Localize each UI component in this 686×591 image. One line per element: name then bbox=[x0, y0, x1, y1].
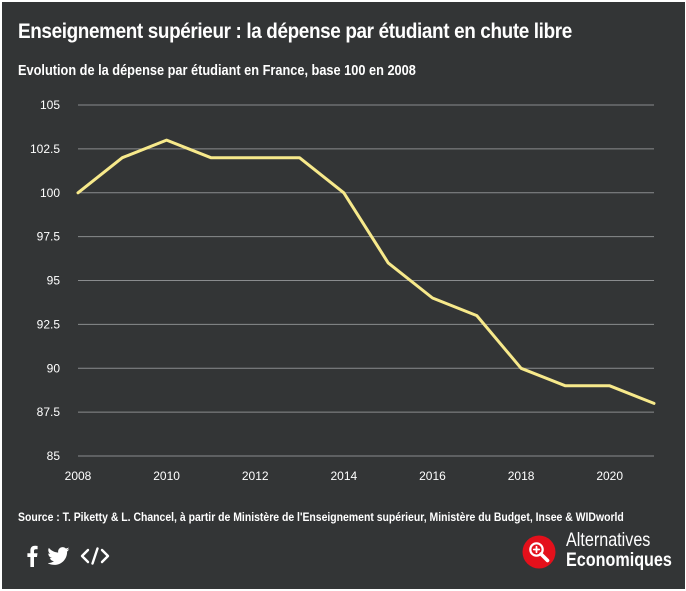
x-tick-label: 2014 bbox=[330, 469, 357, 483]
x-tick-label: 2016 bbox=[419, 469, 446, 483]
x-axis-tick-labels: 2008 2010 2012 2014 2016 2018 2020 bbox=[65, 469, 624, 483]
magnifier-logo-icon bbox=[522, 535, 556, 569]
y-tick-label: 102.5 bbox=[30, 142, 60, 156]
x-tick-label: 2008 bbox=[65, 469, 92, 483]
y-tick-label: 90 bbox=[47, 361, 61, 375]
brand-name-line2: Economiques bbox=[566, 550, 672, 571]
share-bar bbox=[26, 544, 110, 568]
brand-name-line1: Alternatives bbox=[566, 530, 651, 551]
embed-code-icon[interactable] bbox=[80, 544, 110, 568]
y-tick-label: 92.5 bbox=[37, 317, 61, 331]
y-axis-tick-labels: 85 87.5 90 92.5 95 97.5 100 102.5 105 bbox=[30, 98, 60, 463]
series-line bbox=[76, 138, 656, 405]
y-tick-label: 87.5 bbox=[37, 405, 61, 419]
source-note: Source : T. Piketty & L. Chancel, à part… bbox=[18, 510, 624, 524]
x-tick-label: 2018 bbox=[508, 469, 535, 483]
x-tick-label: 2010 bbox=[153, 469, 180, 483]
x-tick-label: 2012 bbox=[242, 469, 269, 483]
gridlines bbox=[78, 104, 654, 457]
chart-title: Enseignement supérieur : la dépense par … bbox=[18, 20, 572, 43]
y-tick-label: 100 bbox=[40, 186, 60, 200]
y-tick-label: 85 bbox=[47, 449, 61, 463]
y-tick-label: 105 bbox=[40, 98, 60, 112]
x-tick-label: 2020 bbox=[596, 469, 623, 483]
chart-subtitle: Evolution de la dépense par étudiant en … bbox=[18, 63, 416, 79]
y-tick-label: 95 bbox=[47, 274, 61, 288]
y-tick-label: 97.5 bbox=[37, 230, 61, 244]
series-layer bbox=[76, 138, 656, 405]
facebook-icon[interactable] bbox=[26, 544, 38, 568]
twitter-icon[interactable] bbox=[48, 544, 70, 568]
